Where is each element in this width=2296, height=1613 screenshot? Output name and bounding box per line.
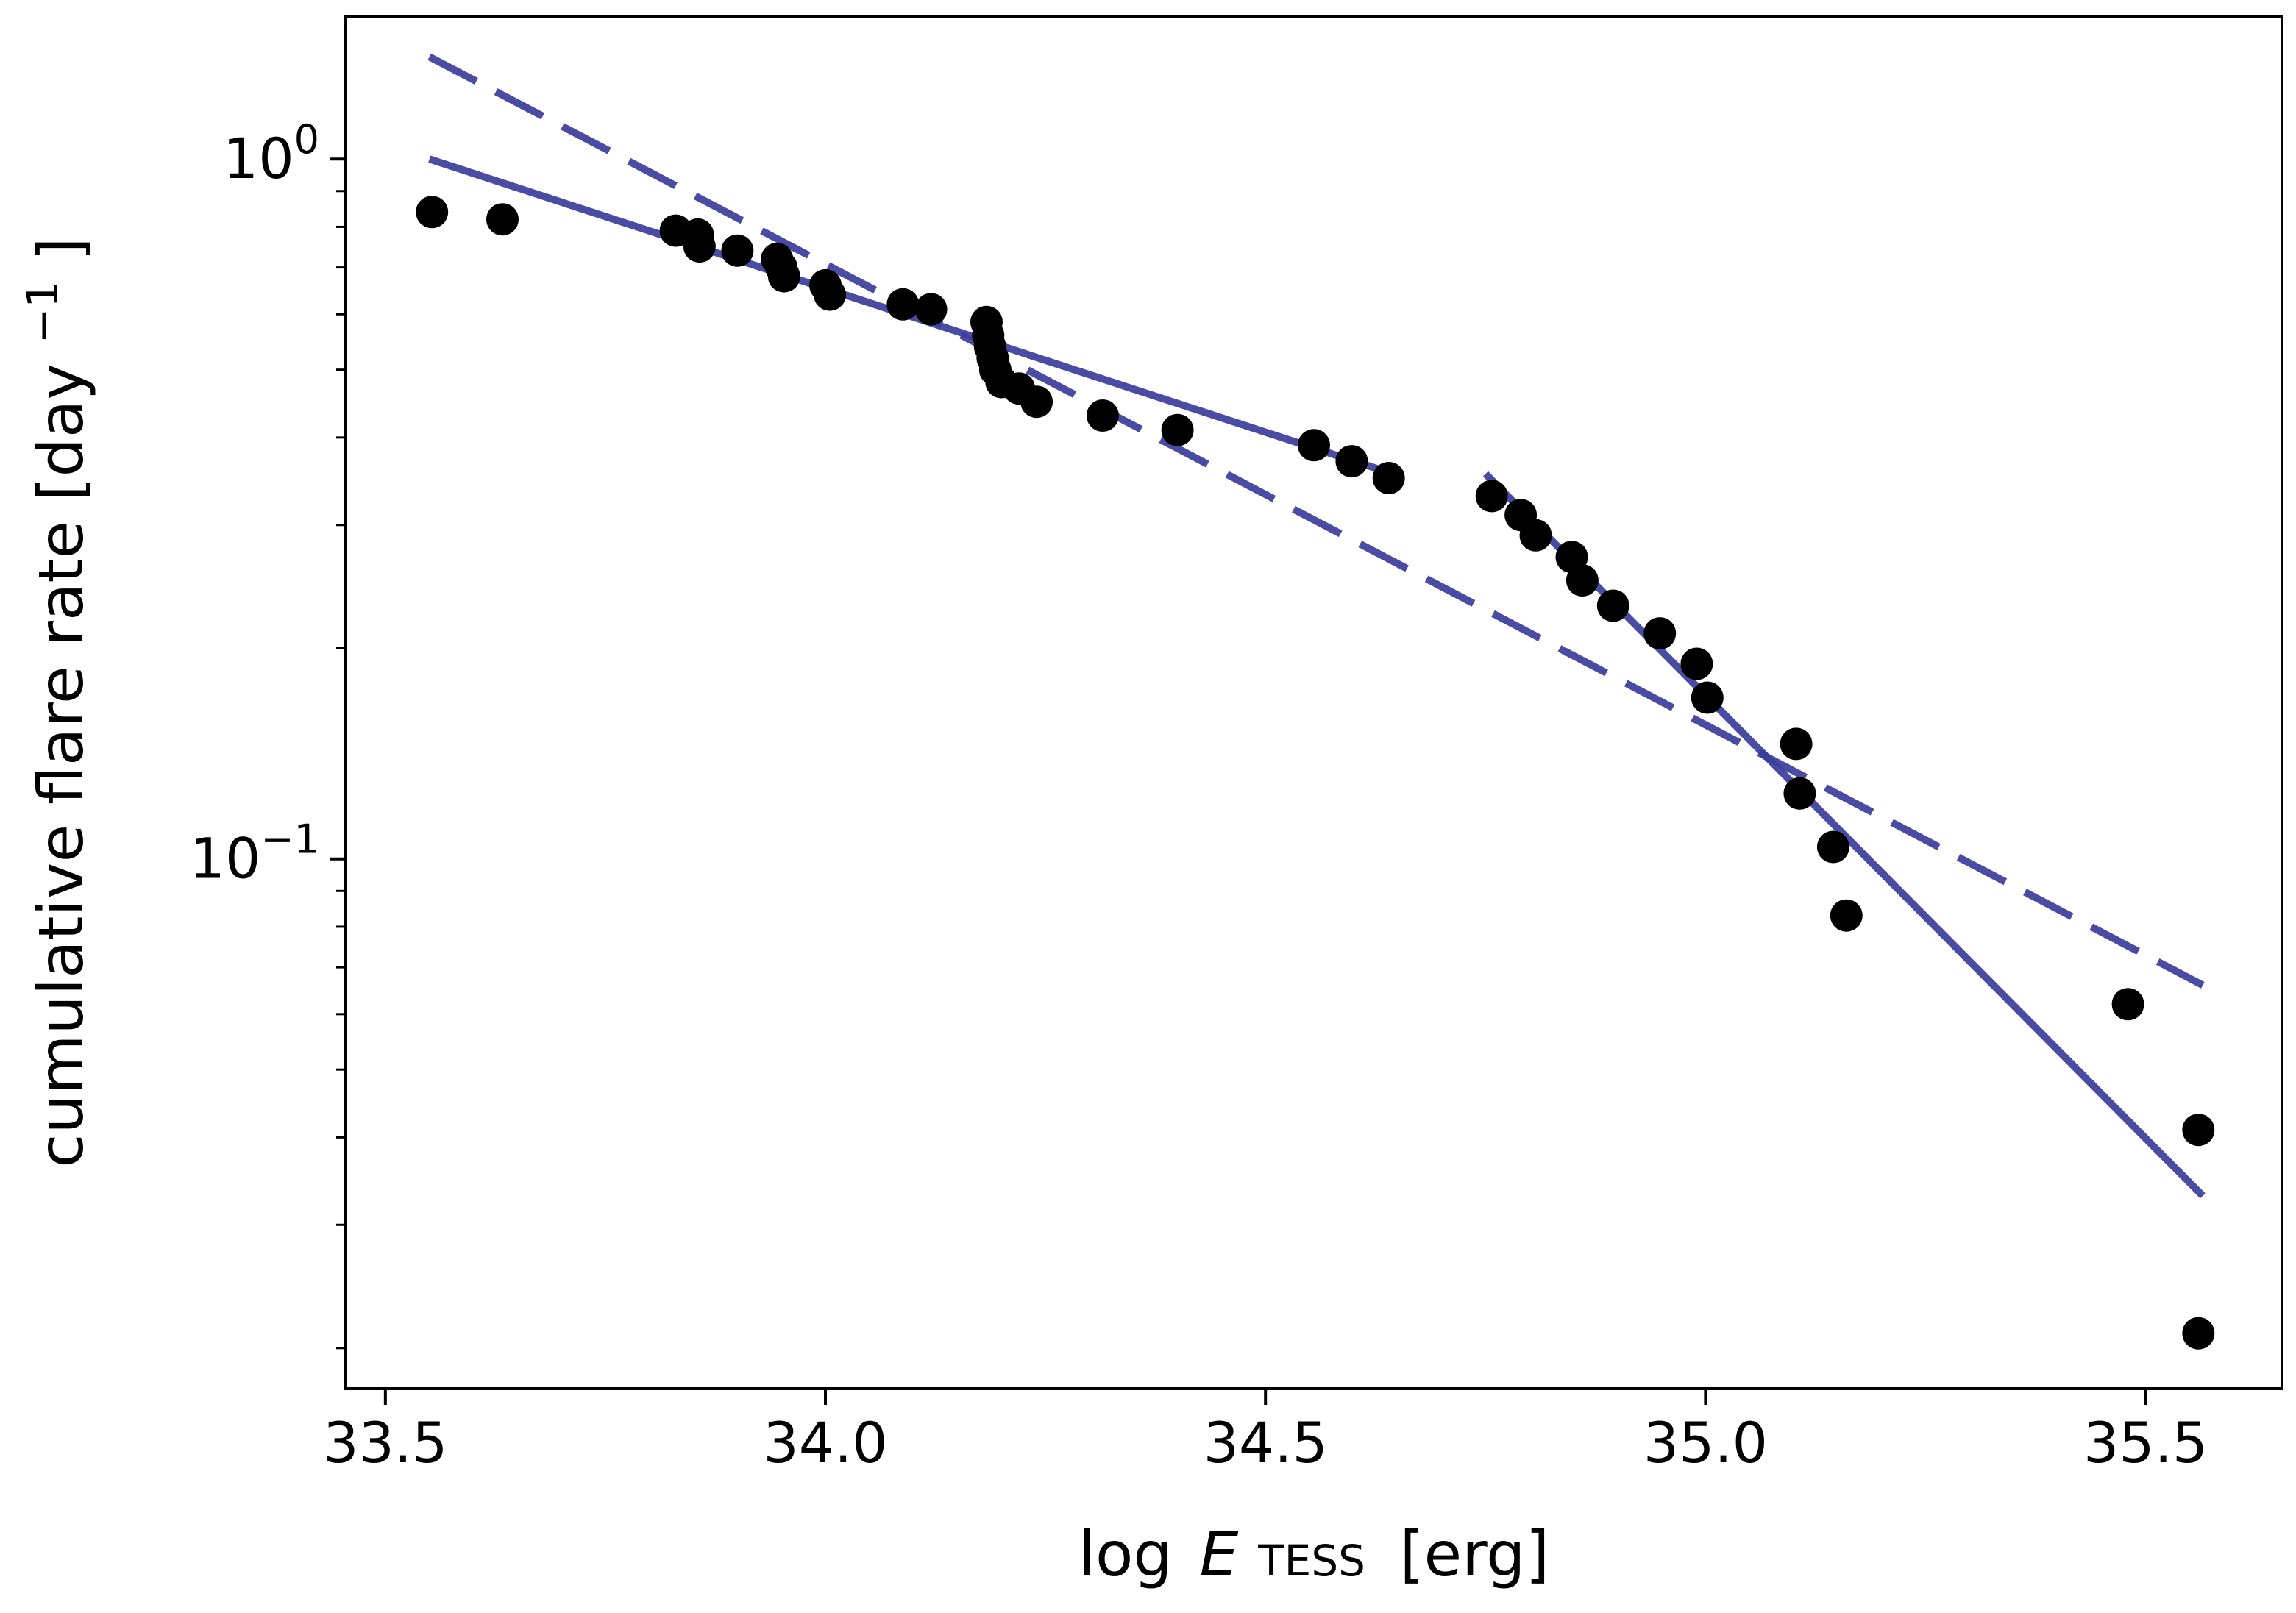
flare-data-point [1298, 429, 1330, 462]
flare-data-point [721, 234, 754, 267]
y-axis-label-suffix: ] [25, 237, 97, 261]
y-tick-label-base: 10 [190, 826, 261, 891]
plot-frame [344, 15, 2283, 1390]
y-tick-label: 100 [223, 116, 319, 191]
y-axis-label: cumulative flare rate [day −1 ] [0, 237, 97, 1167]
x-axis-label-subscript: TESS [1257, 1536, 1365, 1586]
flare-data-point [2182, 1114, 2215, 1147]
flare-data-point [1519, 519, 1552, 552]
flare-data-point [1783, 777, 1816, 810]
flare-data-point [1830, 899, 1863, 932]
flare-data-point [1780, 727, 1813, 761]
x-tick-label: 34.5 [1204, 1410, 1328, 1475]
y-tick-label-exponent: −1 [260, 816, 319, 863]
x-tick-label: 34.0 [763, 1410, 887, 1475]
flare-data-point [416, 196, 449, 229]
flare-data-point [767, 260, 800, 293]
y-tick-label-exponent: 0 [294, 116, 319, 163]
flare-data-point [1372, 462, 1405, 494]
flare-data-point [2111, 988, 2144, 1021]
flare-data-point [1161, 413, 1194, 446]
y-tick-label-base: 10 [223, 126, 294, 191]
x-axis-label: log E TESS [erg] [1078, 1518, 1550, 1590]
flare-data-point [2182, 1317, 2215, 1350]
flare-data-point [1335, 445, 1368, 478]
x-axis: 33.5 34.0 34.5 35.0 35.5 [323, 1389, 2208, 1475]
flare-data-point [1086, 399, 1119, 432]
flare-data-point [1691, 681, 1724, 714]
y-axis-label-text: cumulative flare rate [day [25, 363, 97, 1168]
x-tick-label: 33.5 [323, 1410, 447, 1475]
y-axis-label-superscript: −1 [18, 281, 68, 344]
flare-data-point [1680, 647, 1713, 680]
x-tick-label: 35.0 [1643, 1410, 1768, 1475]
x-axis-label-unit: [erg] [1400, 1518, 1550, 1590]
flare-data-point [1643, 617, 1677, 650]
y-tick-label: 10−1 [190, 816, 319, 891]
flare-data-point [1816, 830, 1849, 864]
flare-data-point [886, 288, 920, 321]
flare-data-point [1475, 480, 1508, 513]
flare-data-point [914, 293, 948, 326]
flare-data-point [1596, 589, 1629, 622]
flare-data-point [1020, 385, 1053, 419]
x-tick-label: 35.5 [2083, 1410, 2208, 1475]
series-layer [416, 53, 2215, 1350]
flare-data-point [486, 203, 519, 236]
flare-data-point [1565, 564, 1599, 597]
dashed-fit-line [427, 53, 2205, 989]
x-axis-label-prefix: log [1078, 1518, 1173, 1590]
x-axis-label-symbol: E [1199, 1518, 1238, 1590]
flare-data-point [814, 278, 846, 311]
flare-data-point [683, 230, 716, 263]
